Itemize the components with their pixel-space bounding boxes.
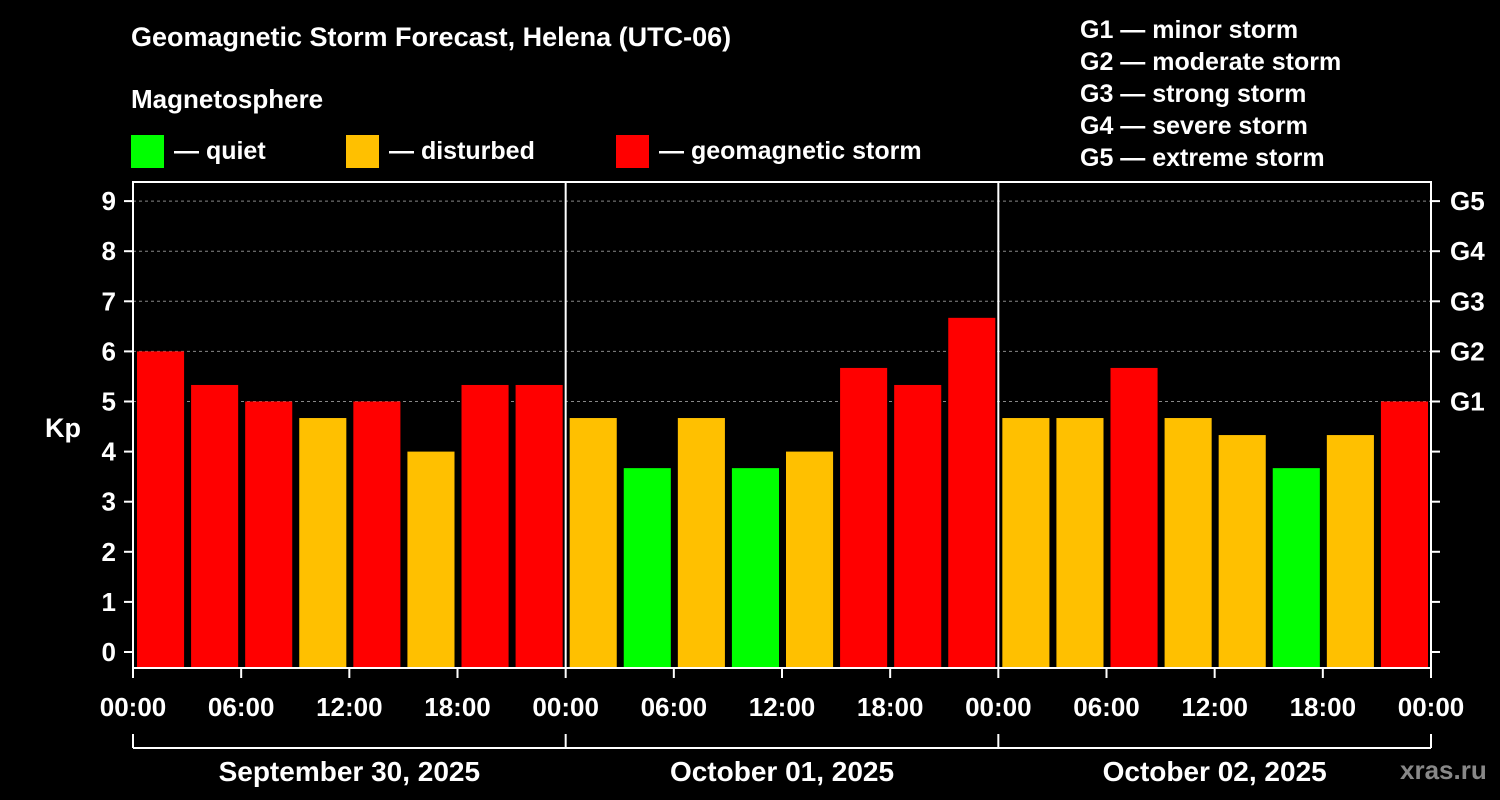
x-tick-label-0: 00:00 [100,692,167,722]
kp-bar-8 [569,418,617,668]
chart-title: Geomagnetic Storm Forecast, Helena (UTC-… [131,22,732,52]
g-scale-g2: G2 — moderate storm [1080,48,1342,76]
kp-bar-4 [353,401,401,668]
kp-bar-15 [948,317,996,668]
x-tick-label-10: 12:00 [1181,692,1248,722]
kp-bar-18 [1110,367,1158,668]
kp-bar-6 [461,384,509,668]
day-label-2: October 02, 2025 [1103,756,1327,787]
kp-bar-0 [137,351,185,668]
legend-storm-swatch [616,134,649,168]
kp-bar-11 [731,468,779,668]
x-tick-label-4: 00:00 [532,692,599,722]
legend-quiet-swatch [131,134,164,168]
legend-storm: — geomagnetic storm [616,134,922,168]
g-scale-g3: G3 — strong storm [1080,80,1307,108]
x-tick-label-11: 18:00 [1290,692,1357,722]
g-scale-g5: G5 — extreme storm [1080,144,1325,172]
g-axis-label-g1: G1 [1450,387,1485,417]
legend-storm-label: — geomagnetic storm [659,136,922,165]
kp-bar-22 [1326,435,1374,668]
day-label-1: October 01, 2025 [670,756,894,787]
y-tick-label-1: 1 [102,587,116,617]
g-axis-label-g2: G2 [1450,336,1485,366]
y-tick-label-6: 6 [102,336,116,366]
x-tick-label-5: 06:00 [641,692,708,722]
kp-bar-2 [245,401,293,668]
kp-bar-12 [786,451,834,668]
x-tick-label-1: 06:00 [208,692,275,722]
g-axis-label-g4: G4 [1450,236,1485,266]
watermark: xras.ru [1400,755,1487,785]
g-scale-g4: G4 — severe storm [1080,112,1308,140]
legend-disturbed: — disturbed [346,134,535,168]
x-tick-label-2: 12:00 [316,692,383,722]
x-tick-label-12: 00:00 [1398,692,1465,722]
x-tick-label-8: 00:00 [965,692,1032,722]
kp-bar-20 [1218,435,1266,668]
y-tick-label-9: 9 [102,186,116,216]
kp-bar-23 [1380,401,1428,668]
kp-bar-14 [894,384,942,668]
kp-bar-1 [191,384,239,668]
g-scale-g1: G1 — minor storm [1080,16,1299,44]
kp-bar-19 [1164,418,1212,668]
magnetosphere-label: Magnetosphere [131,84,324,114]
x-tick-label-3: 18:00 [424,692,491,722]
x-tick-label-7: 18:00 [857,692,924,722]
kp-bar-16 [1002,418,1050,668]
y-tick-label-8: 8 [102,236,116,266]
y-tick-label-5: 5 [102,387,116,417]
kp-bar-17 [1056,418,1104,668]
legend-disturbed-label: — disturbed [389,136,535,165]
y-tick-label-7: 7 [102,286,116,316]
day-label-0: September 30, 2025 [219,756,481,787]
kp-bar-7 [515,384,563,668]
y-tick-label-0: 0 [102,637,116,667]
legend-disturbed-swatch [346,134,379,168]
g-axis-label-g3: G3 [1450,286,1485,316]
x-tick-label-6: 12:00 [749,692,816,722]
g-scale-legend: G1 — minor storm G2 — moderate storm G3 … [1080,14,1341,174]
kp-bar-13 [840,367,888,668]
kp-bar-9 [623,468,671,668]
kp-bar-21 [1272,468,1320,668]
g-axis-label-g5: G5 [1450,186,1485,216]
y-tick-label-4: 4 [102,437,117,467]
y-tick-label-3: 3 [102,487,116,517]
y-axis-label: Kp [45,413,81,443]
legend-quiet: — quiet [131,134,266,168]
kp-bar-3 [299,418,347,668]
kp-bar-5 [407,451,455,668]
y-tick-label-2: 2 [102,537,116,567]
kp-bar-10 [677,418,725,668]
legend-quiet-label: — quiet [174,136,266,165]
x-tick-label-9: 06:00 [1073,692,1140,722]
